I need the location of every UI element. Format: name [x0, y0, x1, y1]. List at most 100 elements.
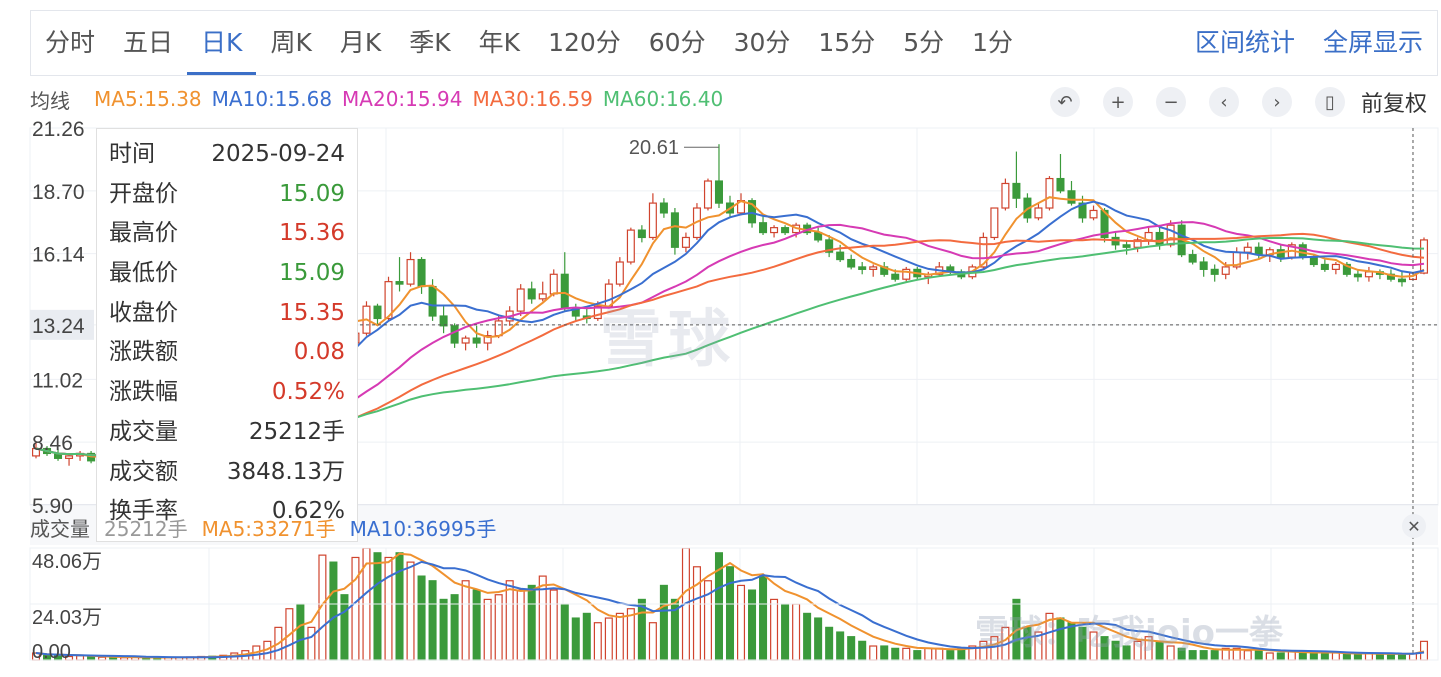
- max-price-label: 20.61: [629, 137, 679, 159]
- volume-tick-label: 48.06万: [32, 551, 102, 573]
- candle-body: [549, 273, 558, 295]
- volume-bar: [1309, 652, 1318, 661]
- candle-body: [439, 315, 448, 327]
- volume-bar: [417, 575, 426, 661]
- tooltip-value: 3848.13万: [226, 458, 345, 485]
- reset-icon[interactable]: ↶: [1049, 87, 1080, 117]
- tab-8[interactable]: 60分: [648, 28, 706, 57]
- volume-bar: [781, 603, 790, 661]
- tooltip-key: 最低价: [109, 260, 178, 287]
- period-tabs: 分时 五日 日K 周K 月K 季K 年K 120分 60分 30分 15分 5分 1分 区间统计 全屏显示: [30, 10, 1438, 76]
- candle-body: [836, 251, 845, 261]
- tab-9[interactable]: 30分: [733, 28, 791, 57]
- volume-bar: [880, 645, 889, 661]
- tooltip-row: 换手率 0.62%: [109, 492, 345, 532]
- volume-bar: [725, 566, 735, 661]
- tab-1[interactable]: 五日: [123, 28, 174, 57]
- candle-body: [527, 288, 536, 300]
- zoom-in-icon[interactable]: +: [1102, 87, 1133, 117]
- tab-2[interactable]: 日K: [187, 11, 257, 75]
- candlestick-icon[interactable]: ▯: [1314, 87, 1345, 117]
- volume-bar: [770, 598, 779, 661]
- candle-body: [384, 281, 393, 320]
- tab-3[interactable]: 周K: [270, 28, 312, 57]
- price-tick-label: 16.14: [32, 244, 85, 267]
- candle-body: [681, 236, 690, 248]
- candle-body: [406, 258, 415, 285]
- tooltip-row: 最高价 15.36: [109, 214, 345, 254]
- tooltip-row: 最低价 15.09: [109, 254, 345, 294]
- tooltip-value: 15.09: [279, 180, 345, 207]
- candle-body: [703, 180, 712, 209]
- volume-bar: [648, 622, 657, 661]
- chart-controls: ↶ + − ‹ › ▯ 前复权: [1027, 86, 1427, 118]
- volume-ma-item: MA10:36995手: [349, 516, 497, 541]
- tooltip-value: 0.62%: [271, 498, 345, 525]
- candle-body: [538, 293, 547, 300]
- chevron-left-icon[interactable]: ‹: [1208, 87, 1239, 117]
- zoom-out-icon[interactable]: −: [1155, 87, 1186, 117]
- volume-bar: [549, 589, 558, 661]
- volume-bar: [924, 647, 933, 661]
- volume-bar: [1331, 652, 1340, 661]
- candle-body: [615, 261, 624, 285]
- volume-bar: [461, 580, 470, 661]
- tooltip-row: 涨跌幅 0.52%: [109, 373, 345, 413]
- candle-body: [1034, 207, 1043, 219]
- candle-body: [1001, 182, 1010, 209]
- tab-7[interactable]: 120分: [548, 28, 621, 57]
- crosshair-price-box: [30, 309, 94, 340]
- candle-body: [626, 229, 635, 263]
- volume-bar: [946, 650, 955, 661]
- price-bottom-line: [30, 504, 1438, 505]
- candle-body: [770, 227, 779, 234]
- tooltip-row: 涨跌额 0.08: [109, 333, 345, 373]
- volume-bar: [759, 575, 768, 661]
- candle-body: [847, 258, 856, 268]
- volume-bar: [516, 589, 525, 661]
- volume-bar: [891, 647, 900, 661]
- tab-5[interactable]: 季K: [409, 28, 451, 57]
- candle-body: [1221, 266, 1230, 275]
- volume-bar: [505, 580, 514, 661]
- range-stats-button[interactable]: 区间统计: [1194, 28, 1295, 57]
- volume-bar: [1298, 652, 1307, 661]
- close-icon[interactable]: ✕: [1402, 514, 1426, 538]
- tooltip-value: 2025-09-24: [211, 141, 345, 167]
- tab-10[interactable]: 15分: [818, 28, 876, 57]
- volume-bar: [406, 561, 415, 661]
- volume-bar: [527, 584, 536, 661]
- volume-bar: [384, 556, 393, 661]
- chevron-right-icon[interactable]: ›: [1261, 87, 1292, 117]
- candle-body: [759, 222, 768, 234]
- volume-bar: [450, 594, 459, 661]
- watermark: 雪球: [600, 302, 737, 375]
- tab-0[interactable]: 分时: [45, 28, 96, 57]
- tab-12[interactable]: 1分: [972, 28, 1014, 57]
- candle-body: [1320, 263, 1329, 270]
- fullscreen-button[interactable]: 全屏显示: [1322, 28, 1423, 57]
- volume-bar: [1375, 653, 1384, 661]
- adjust-mode-button[interactable]: 前复权: [1360, 92, 1427, 117]
- tab-6[interactable]: 年K: [478, 28, 521, 57]
- tab-11[interactable]: 5分: [903, 28, 945, 57]
- volume-tick-label: 24.03万: [32, 607, 102, 629]
- candle-body: [373, 305, 382, 320]
- volume-ma-item: 25212手: [104, 516, 188, 541]
- candle-body: [1122, 244, 1131, 248]
- volume-bar: [76, 655, 85, 661]
- volume-bar: [472, 589, 481, 661]
- volume-bar: [428, 580, 437, 661]
- tooltip-value: 15.36: [279, 220, 345, 247]
- ma-label: 均线: [30, 88, 70, 113]
- tooltip-key: 成交额: [109, 458, 178, 485]
- tooltip-key: 成交量: [109, 418, 178, 445]
- candle-body: [65, 455, 74, 459]
- candle-body: [714, 180, 723, 204]
- candle-body: [990, 207, 999, 239]
- tooltip-row: 成交量 25212手: [109, 413, 345, 453]
- candle-body: [450, 325, 459, 344]
- tab-4[interactable]: 月K: [339, 28, 382, 57]
- candle-body: [869, 266, 878, 270]
- tooltip-row: 时间 2025-09-24: [109, 135, 345, 175]
